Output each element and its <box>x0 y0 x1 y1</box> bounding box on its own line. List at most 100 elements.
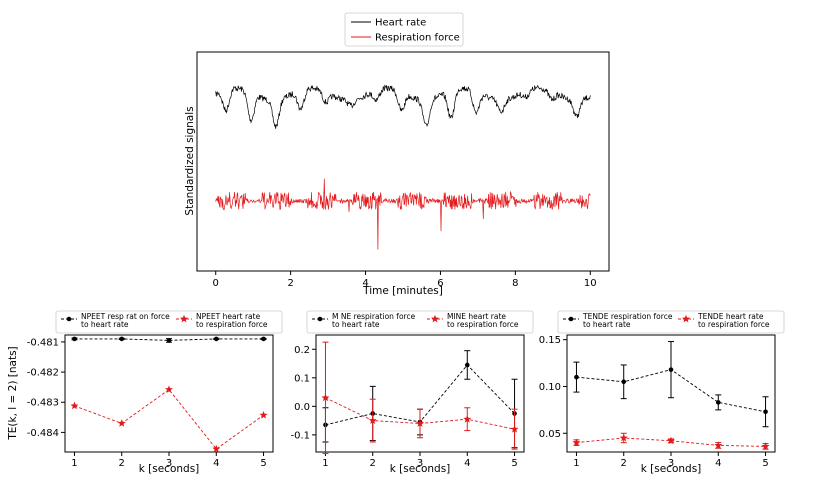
top-signal-panel: 0 2 4 6 8 10 Time [minutes] Standardized sign… <box>184 12 610 297</box>
mine-legend-marker <box>317 316 323 322</box>
npeet-legend-marker <box>66 316 72 322</box>
tende-xtick-label: 3 <box>668 458 674 469</box>
legend-label-heart-rate: Heart rate <box>375 18 426 29</box>
top-xtick-label: 2 <box>287 278 293 289</box>
mine-legend-label: MINE heart rate <box>447 312 506 321</box>
mine-point-target-to-source <box>368 416 377 425</box>
top-legend: Heart rate Respiration force <box>344 12 464 47</box>
top-legend-box <box>344 12 464 47</box>
tende-legend-label: TENDE heart rate <box>697 312 764 321</box>
tende-legend-marker <box>682 314 690 323</box>
mine-legend-label: M NE respiration force <box>332 312 416 321</box>
mine-legend-label: to respiration force <box>447 320 519 329</box>
npeet-ytick-label: -0.482 <box>27 368 59 379</box>
npeet-line-source-to-target <box>74 338 264 341</box>
npeet-xtick-label: 4 <box>213 458 219 469</box>
tende-xtick-label: 1 <box>573 458 579 469</box>
tende-line-target-to-source <box>576 437 766 447</box>
tende-ytick-label: 0.10 <box>539 382 561 393</box>
tende-point-target-to-source <box>714 441 723 449</box>
mine-legend-box <box>306 310 534 334</box>
tende-point-source-to-target <box>668 367 674 372</box>
mine-ytick-label: 0.1 <box>294 373 310 384</box>
top-plot-frame <box>196 51 610 272</box>
tende-ytick-label: 0.05 <box>539 429 561 440</box>
tende-point-source-to-target <box>715 400 721 405</box>
heart-rate-line <box>215 84 591 129</box>
tende-point-source-to-target <box>621 379 627 385</box>
tende-legend-label: TENDE respiration force <box>582 312 673 321</box>
mine-xtick-label: 3 <box>417 458 423 469</box>
tende-point-target-to-source <box>572 438 581 447</box>
mine-panel: 0.2 0.1 0.0 -0.1 1 2 3 4 5 k [seconds] M NE resp… <box>290 310 534 475</box>
npeet-ytick-label: -0.484 <box>27 428 59 439</box>
mine-xtick-label: 5 <box>511 458 517 469</box>
mine-legend-label: to heart rate <box>332 320 380 329</box>
tende-xtick-label: 5 <box>762 458 768 469</box>
top-xtick-label: 4 <box>362 278 368 289</box>
npeet-point-source-to-target <box>119 336 125 342</box>
mine-legend-marker <box>431 314 439 323</box>
npeet-point-target-to-source <box>70 401 79 410</box>
tende-legend-label: to respiration force <box>698 320 770 329</box>
npeet-legend-marker <box>180 314 188 323</box>
npeet-point-target-to-source <box>165 385 173 393</box>
tende-xtick-label: 2 <box>621 458 627 469</box>
npeet-legend-label: NPEET resp rat on force <box>81 312 170 321</box>
npeet-xtick-label: 5 <box>260 458 266 469</box>
npeet-legend-label: to respiration force <box>196 320 268 329</box>
mine-xtick-label: 1 <box>322 458 328 469</box>
tende-legend-box <box>557 310 785 334</box>
npeet-xtick-label: 2 <box>119 458 125 469</box>
npeet-ylabel: TE(k, l = 2) [nats] <box>7 346 19 440</box>
legend-label-respiration-force: Respiration force <box>375 33 460 44</box>
tende-ytick-label: 0.15 <box>539 335 561 346</box>
npeet-legend-label: to heart rate <box>81 320 129 329</box>
mine-xtick-label: 4 <box>464 458 470 469</box>
mine-point-target-to-source <box>321 393 330 402</box>
mine-ytick-label: 0.0 <box>294 402 310 413</box>
npeet-panel: -0.481 -0.482 -0.483 -0.484 1 2 3 4 5 k [seconds… <box>7 310 283 475</box>
npeet-point-target-to-source <box>117 419 126 427</box>
mine-xtick-label: 2 <box>370 458 376 469</box>
top-xtick-label: 10 <box>584 278 597 289</box>
npeet-legend-label: NPEET heart rate <box>196 312 261 321</box>
tende-point-source-to-target <box>574 374 579 380</box>
npeet-xtick-label: 3 <box>166 458 172 469</box>
mine-point-source-to-target <box>464 362 470 368</box>
top-xtick-label: 0 <box>213 278 219 289</box>
tende-xlabel: k [seconds] <box>641 463 702 475</box>
npeet-xlabel: k [seconds] <box>139 463 200 475</box>
npeet-point-source-to-target <box>261 336 266 342</box>
npeet-ytick-label: -0.483 <box>27 398 59 409</box>
npeet-point-target-to-source <box>259 411 268 419</box>
tende-point-source-to-target <box>763 409 768 415</box>
tende-legend-marker <box>568 316 574 322</box>
mine-point-target-to-source <box>463 414 472 423</box>
npeet-xtick-label: 1 <box>71 458 77 469</box>
tende-legend-label: to heart rate <box>583 320 631 329</box>
npeet-point-source-to-target <box>213 336 219 342</box>
npeet-point-target-to-source <box>212 444 221 453</box>
mine-xlabel: k [seconds] <box>390 463 451 475</box>
tende-point-target-to-source <box>619 433 628 442</box>
top-ylabel: Standardized signals <box>184 106 196 215</box>
mine-point-target-to-source <box>416 419 424 427</box>
tende-panel: 0.15 0.10 0.05 1 2 3 4 5 k [seconds] TENDE resp… <box>539 310 785 475</box>
tende-xtick-label: 4 <box>715 458 721 469</box>
mine-point-target-to-source <box>510 424 519 433</box>
mine-ytick-label: 0.2 <box>294 345 310 356</box>
npeet-point-source-to-target <box>72 336 77 342</box>
npeet-legend-box <box>55 310 283 334</box>
npeet-point-source-to-target <box>166 338 172 343</box>
mine-ytick-label: -0.1 <box>290 430 310 441</box>
respiration-force-line <box>215 178 591 250</box>
top-xtick-label: 8 <box>512 278 518 289</box>
npeet-plot-frame <box>64 334 274 453</box>
npeet-line-target-to-source <box>74 388 264 450</box>
npeet-ytick-label: -0.481 <box>27 337 59 348</box>
